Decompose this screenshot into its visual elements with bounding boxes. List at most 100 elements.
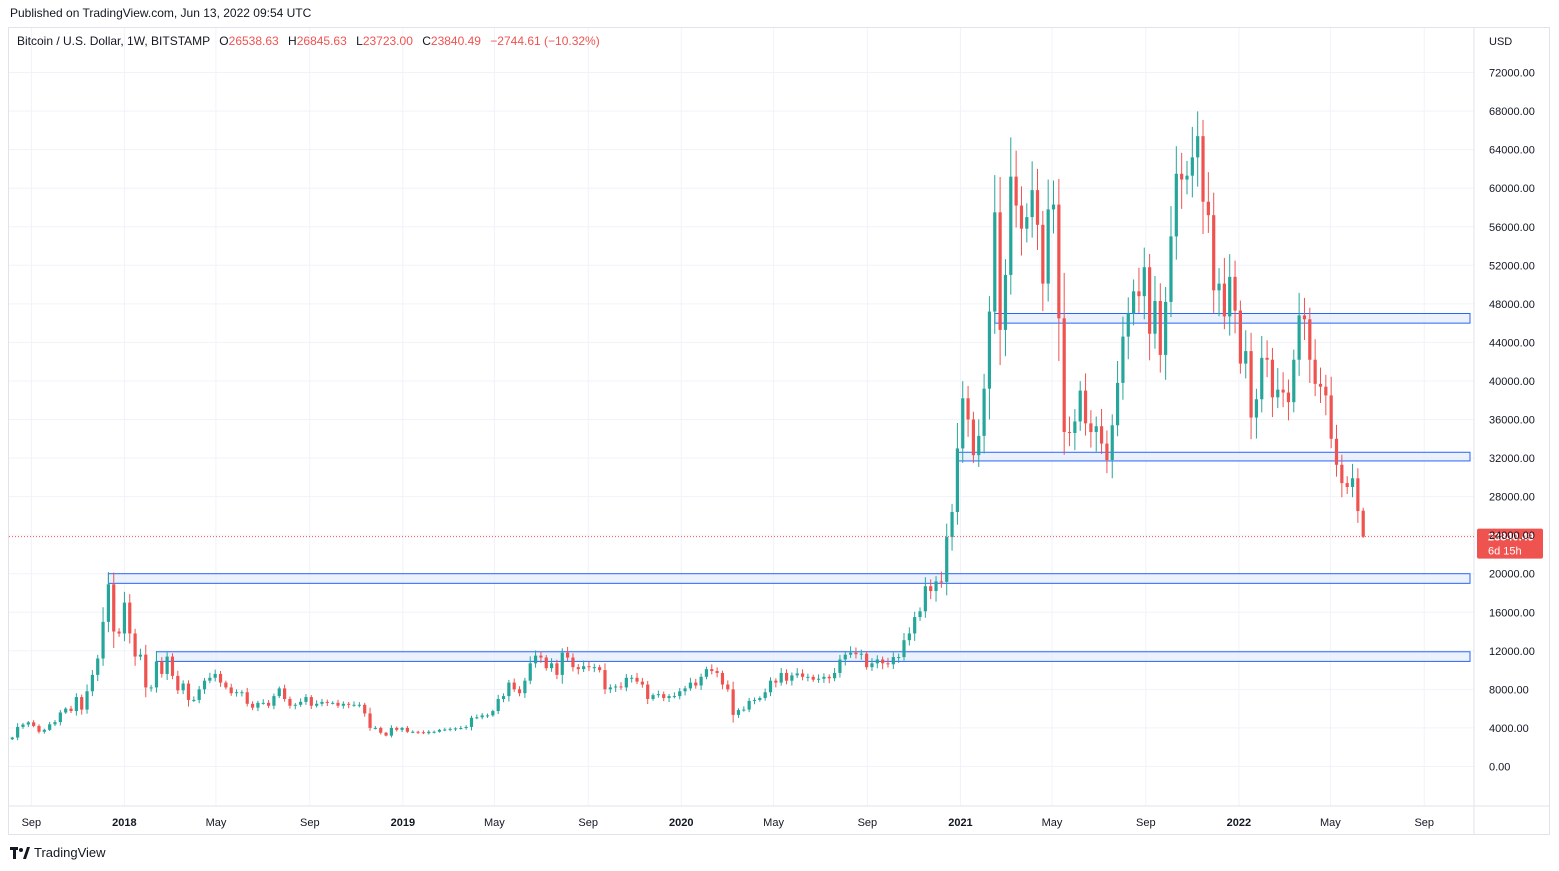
candle-body (53, 722, 57, 725)
candle-body (357, 704, 361, 706)
candle-body (480, 715, 484, 718)
candle-body (688, 682, 693, 689)
candle-body (320, 701, 324, 704)
candle-body (646, 684, 650, 699)
candle-body (1067, 432, 1072, 434)
candle-body (507, 682, 511, 697)
candle-body (165, 656, 169, 674)
candle-body (907, 633, 911, 641)
candle-body (838, 659, 842, 673)
candle-body (1217, 283, 1221, 291)
time-tick-label: 2020 (669, 817, 693, 829)
time-tick-label: 2022 (1227, 817, 1251, 829)
price-tick-label: 32000.00 (1489, 453, 1535, 465)
candle-body (726, 684, 730, 690)
candle-body (427, 731, 431, 734)
time-tick-label: 2018 (112, 817, 136, 829)
candle-body (96, 658, 100, 675)
candle-body (26, 722, 30, 725)
legend-high-value: 26845.63 (296, 34, 347, 48)
candle-body (250, 703, 255, 708)
candle-body (197, 689, 201, 700)
candle-body (795, 673, 799, 676)
candle-body (1292, 359, 1296, 403)
price-tick-label: 8000.00 (1489, 684, 1529, 696)
candle-body (1073, 421, 1077, 433)
candle-body (624, 677, 628, 688)
candle-body (528, 663, 532, 681)
candle-body (539, 655, 543, 658)
candle-body (1244, 351, 1248, 364)
candle-body (955, 448, 959, 513)
price-tick-label: 56000.00 (1489, 222, 1535, 234)
candle-body (560, 652, 564, 675)
candle-body (117, 631, 121, 634)
candle-body (544, 657, 548, 669)
candle-body (1115, 382, 1120, 426)
candle-body (1201, 136, 1205, 202)
ohlc-legend: Bitcoin / U.S. Dollar, 1W, BITSTAMP O265… (17, 34, 600, 48)
time-tick-label: May (206, 817, 227, 829)
candle-body (1196, 136, 1200, 158)
candle-body (966, 398, 970, 420)
candle-body (1297, 315, 1301, 360)
candle-body (1260, 357, 1264, 400)
candle-body (181, 683, 185, 691)
candle-body (90, 674, 94, 692)
candle-body (85, 691, 89, 710)
candle-body (69, 708, 73, 712)
candle-body (1185, 175, 1189, 180)
candle-body (747, 700, 751, 710)
candle-body (1313, 359, 1317, 384)
candle-body (160, 661, 164, 674)
candle-body (1041, 224, 1045, 284)
candle-body (929, 586, 933, 592)
candle-body (192, 699, 196, 701)
candle-body (987, 311, 992, 389)
candle-body (176, 675, 180, 691)
candle-body (266, 702, 271, 706)
candle-body (571, 657, 575, 668)
candle-body (694, 682, 698, 686)
candle-body (42, 729, 46, 732)
candle-body (432, 731, 436, 733)
candle-body (459, 727, 463, 729)
candle-body (1286, 392, 1291, 403)
candle-body (138, 654, 143, 657)
candle-body (496, 698, 500, 712)
candle-body (1281, 389, 1285, 393)
candle-body (304, 697, 308, 702)
candle-body (576, 667, 580, 670)
candle-body (32, 722, 36, 726)
legend-open-label: O (219, 34, 229, 48)
brand-name: TradingView (34, 845, 106, 860)
candle-body (1153, 300, 1157, 334)
candle-body (619, 686, 623, 688)
last-price-label: 23840.49 (1488, 532, 1534, 544)
time-tick-label: Sep (1414, 817, 1434, 829)
candle-body (58, 712, 62, 723)
tradingview-brand[interactable]: TradingView (10, 845, 106, 860)
candle-body (736, 710, 741, 715)
published-line: Published on TradingView.com, Jun 13, 20… (10, 6, 312, 20)
candle-body (485, 715, 490, 717)
bar-countdown-label: 6d 15h (1488, 546, 1522, 558)
candle-body (37, 725, 41, 732)
candle-body (683, 688, 687, 692)
candle-body (758, 698, 762, 700)
candle-body (523, 680, 527, 694)
support-zone (155, 651, 1471, 662)
candle-body (881, 659, 885, 664)
candle-body (816, 678, 821, 680)
candle-body (122, 602, 127, 634)
candle-body (555, 663, 559, 675)
candle-body (1228, 276, 1232, 317)
candle-body (843, 654, 847, 660)
candle-body (277, 688, 281, 697)
candle-body (1132, 291, 1136, 314)
candle-body (347, 703, 351, 705)
candle-body (283, 688, 287, 699)
candle-body (1270, 359, 1275, 398)
price-tick-label: 64000.00 (1489, 145, 1535, 157)
